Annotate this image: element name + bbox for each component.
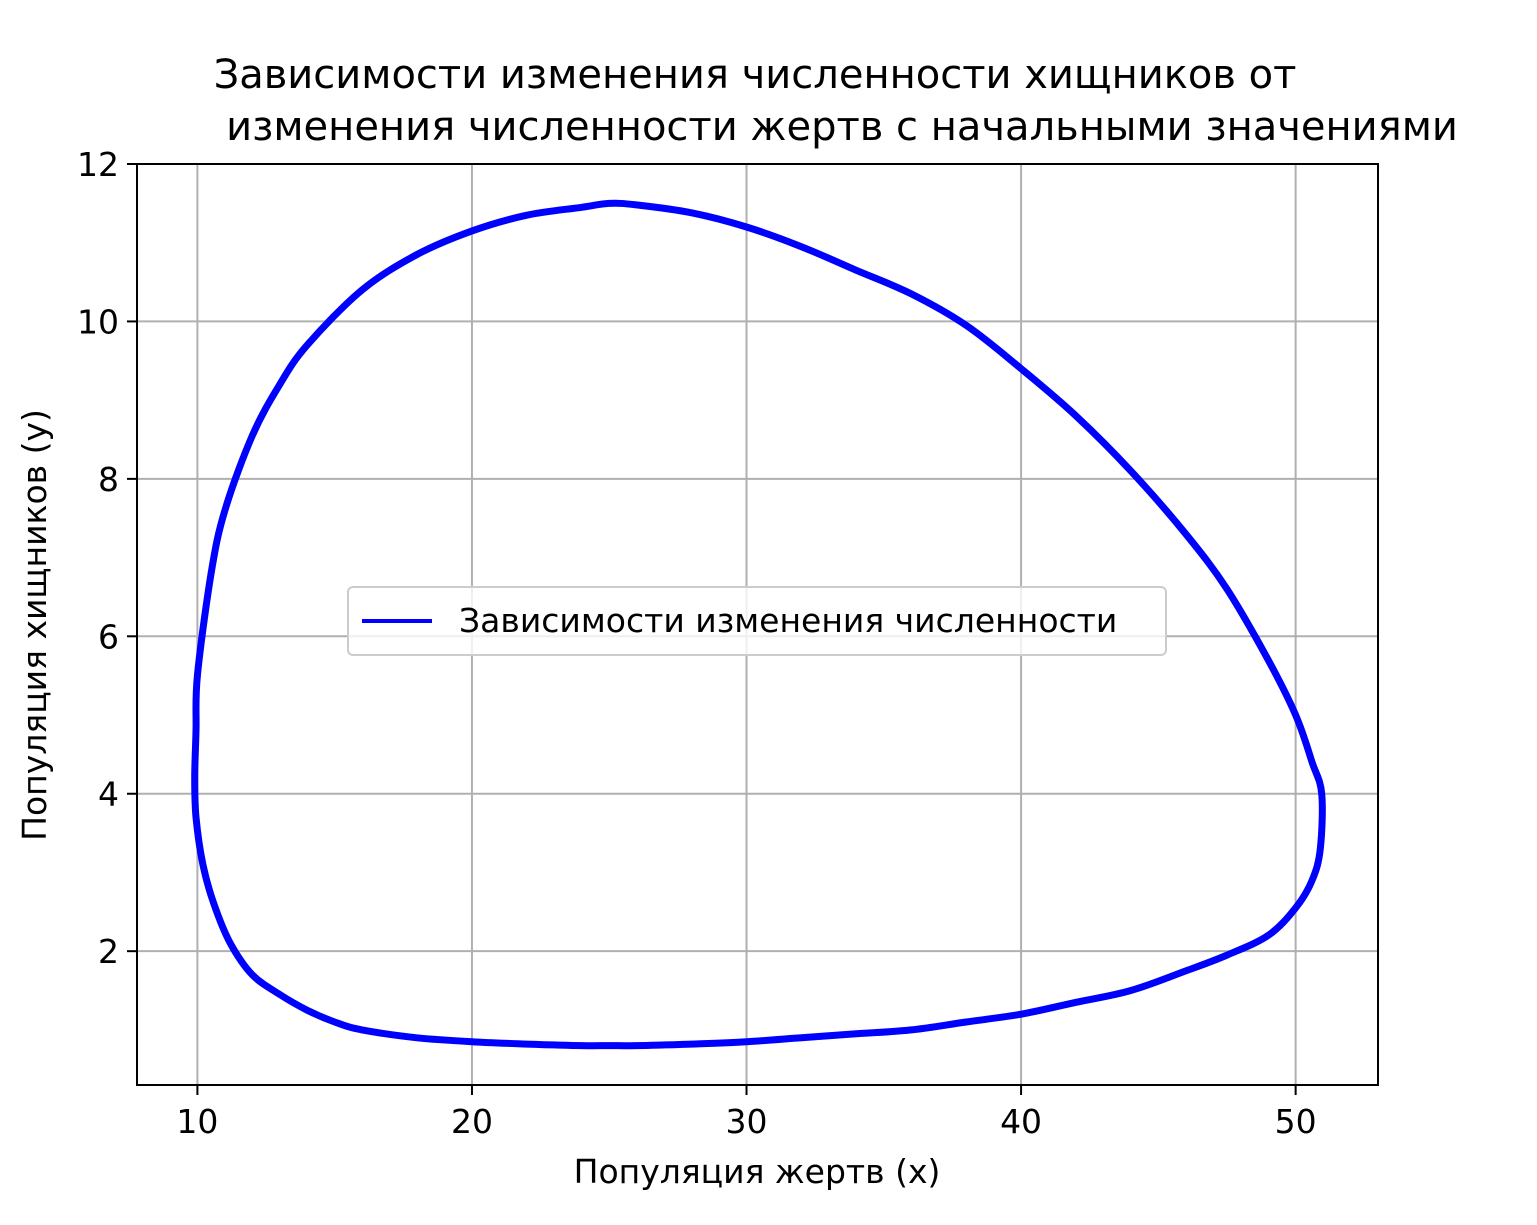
y-tick-label: 12 xyxy=(77,145,119,184)
x-tick-label: 30 xyxy=(726,1102,768,1141)
series-line xyxy=(191,199,1326,1050)
legend-box xyxy=(347,586,1167,656)
chart-title: Зависимости изменения численности хищник… xyxy=(214,52,1458,150)
chart-title-line-2: изменения численности жертв с начальными… xyxy=(226,104,1458,150)
axes-frame xyxy=(136,163,1379,1086)
x-axis-label: Популяция жертв (x) xyxy=(574,1152,941,1191)
legend: Зависимости изменения численности xyxy=(347,586,1167,656)
x-tick-label: 10 xyxy=(176,1102,218,1141)
y-tick-label: 10 xyxy=(77,302,119,341)
y-tick-label: 2 xyxy=(98,932,119,971)
axis-ticks: 10 20 30 40 50 2 4 6 8 10 12 xyxy=(77,145,1317,1141)
legend-label: Зависимости изменения численности xyxy=(459,601,1117,640)
y-tick-label: 8 xyxy=(98,460,119,499)
y-axis-label: Популяция хищников (y) xyxy=(15,409,54,841)
plot-area xyxy=(191,199,1326,1050)
x-tick-label: 40 xyxy=(1000,1102,1042,1141)
chart-title-line-1: Зависимости изменения численности хищник… xyxy=(214,52,1297,98)
y-tick-label: 4 xyxy=(98,775,119,814)
x-tick-label: 20 xyxy=(451,1102,493,1141)
x-tick-label: 50 xyxy=(1275,1102,1317,1141)
y-tick-label: 6 xyxy=(98,617,119,656)
